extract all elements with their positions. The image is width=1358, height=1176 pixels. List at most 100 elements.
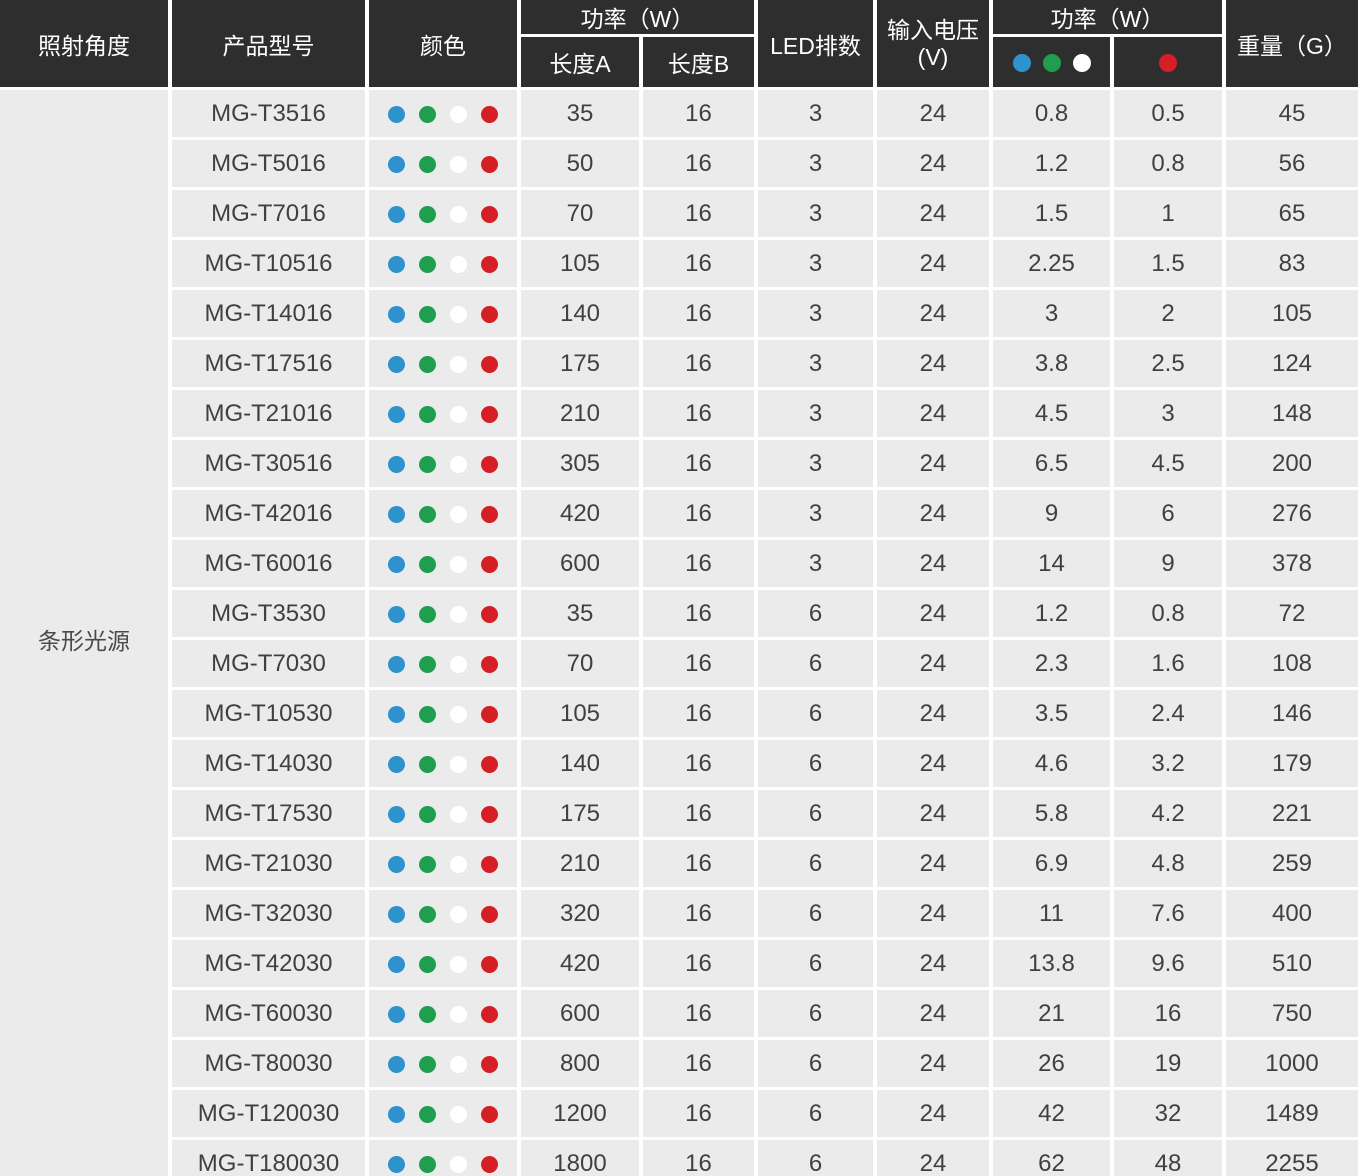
- cell-weight: 750: [1226, 990, 1358, 1037]
- green-dot-icon: [419, 455, 436, 473]
- cell-length-b: 16: [643, 240, 754, 287]
- cell-length-a: 50: [521, 140, 639, 187]
- header-length-b: 长度B: [643, 37, 754, 87]
- cell-color-dots: [369, 740, 517, 787]
- cell-length-a: 1200: [521, 1090, 639, 1137]
- cell-input-voltage: 24: [877, 140, 989, 187]
- blue-dot-icon: [388, 755, 405, 773]
- cell-led-rows: 6: [758, 1040, 873, 1087]
- red-dot-icon: [481, 755, 498, 773]
- white-dot-icon: [450, 155, 467, 173]
- cell-product-model: MG-T42016: [172, 490, 365, 537]
- cell-length-a: 210: [521, 390, 639, 437]
- red-dot-icon: [481, 505, 498, 523]
- green-dot-icon: [419, 555, 436, 573]
- header-input-voltage: 输入电压 (V): [877, 0, 989, 87]
- cell-weight: 45: [1226, 90, 1358, 137]
- cell-length-b: 16: [643, 990, 754, 1037]
- cell-length-b: 16: [643, 140, 754, 187]
- blue-dot-icon: [388, 405, 405, 423]
- cell-weight: 1489: [1226, 1090, 1358, 1137]
- blue-dot-icon: [388, 855, 405, 873]
- cell-length-a: 35: [521, 90, 639, 137]
- cell-length-b: 16: [643, 440, 754, 487]
- cell-length-b: 16: [643, 340, 754, 387]
- white-dot-icon: [450, 505, 467, 523]
- green-dot-icon: [419, 155, 436, 173]
- cell-weight: 259: [1226, 840, 1358, 887]
- cell-led-rows: 6: [758, 840, 873, 887]
- table-row: MG-T60030 600 16 6 24 21 16 750: [0, 990, 1358, 1037]
- cell-led-rows: 6: [758, 790, 873, 837]
- cell-length-b: 16: [643, 540, 754, 587]
- white-dot-icon: [450, 855, 467, 873]
- cell-length-a: 140: [521, 290, 639, 337]
- table-row: MG-T17516 175 16 3 24 3.8 2.5 124: [0, 340, 1358, 387]
- cell-power-red: 2: [1114, 290, 1222, 337]
- red-dot-icon: [481, 1055, 498, 1073]
- white-dot-icon: [450, 1155, 467, 1173]
- cell-length-a: 70: [521, 190, 639, 237]
- cell-input-voltage: 24: [877, 290, 989, 337]
- white-dot-icon: [450, 205, 467, 223]
- green-dot-icon: [419, 1055, 436, 1073]
- cell-led-rows: 3: [758, 190, 873, 237]
- green-dot-icon: [419, 955, 436, 973]
- cell-input-voltage: 24: [877, 490, 989, 537]
- cell-color-dots: [369, 590, 517, 637]
- white-dot-icon: [450, 705, 467, 723]
- cell-power-red: 48: [1114, 1140, 1222, 1176]
- red-dot-icon: [481, 405, 498, 423]
- cell-input-voltage: 24: [877, 890, 989, 937]
- table-row: MG-T42016 420 16 3 24 9 6 276: [0, 490, 1358, 537]
- table-row: MG-T3530 35 16 6 24 1.2 0.8 72: [0, 590, 1358, 637]
- cell-input-voltage: 24: [877, 940, 989, 987]
- cell-weight: 510: [1226, 940, 1358, 987]
- green-dot-icon: [419, 1155, 436, 1173]
- cell-power-bgw: 6.5: [993, 440, 1110, 487]
- white-dot-icon: [450, 305, 467, 323]
- blue-dot-icon: [1012, 54, 1031, 73]
- blue-dot-icon: [388, 605, 405, 623]
- cell-product-model: MG-T3530: [172, 590, 365, 637]
- cell-product-model: MG-T80030: [172, 1040, 365, 1087]
- blue-dot-icon: [388, 905, 405, 923]
- cell-color-dots: [369, 1140, 517, 1176]
- header-input-voltage-line1: 输入电压: [887, 16, 979, 43]
- table-body: 条形光源 MG-T3516 35 16 3 24 0.8 0.5 45 MG-T5…: [0, 90, 1358, 1176]
- cell-input-voltage: 24: [877, 640, 989, 687]
- cell-color-dots: [369, 340, 517, 387]
- cell-color-dots: [369, 390, 517, 437]
- cell-length-b: 16: [643, 790, 754, 837]
- cell-length-a: 105: [521, 690, 639, 737]
- cell-weight: 108: [1226, 640, 1358, 687]
- red-dot-icon: [481, 655, 498, 673]
- white-dot-icon: [450, 655, 467, 673]
- cell-length-a: 600: [521, 540, 639, 587]
- cell-product-model: MG-T7030: [172, 640, 365, 687]
- cell-weight: 83: [1226, 240, 1358, 287]
- cell-length-a: 140: [521, 740, 639, 787]
- cell-led-rows: 3: [758, 390, 873, 437]
- cell-color-dots: [369, 290, 517, 337]
- white-dot-icon: [450, 555, 467, 573]
- cell-power-bgw: 1.2: [993, 590, 1110, 637]
- table-row: MG-T32030 320 16 6 24 11 7.6 400: [0, 890, 1358, 937]
- cell-power-red: 3: [1114, 390, 1222, 437]
- cell-power-bgw: 3.8: [993, 340, 1110, 387]
- cell-input-voltage: 24: [877, 190, 989, 237]
- red-dot-icon: [481, 605, 498, 623]
- table-row: MG-T14016 140 16 3 24 3 2 105: [0, 290, 1358, 337]
- cell-color-dots: [369, 190, 517, 237]
- cell-power-bgw: 4.6: [993, 740, 1110, 787]
- red-dot-icon: [481, 455, 498, 473]
- cell-length-b: 16: [643, 1090, 754, 1137]
- cell-length-a: 320: [521, 890, 639, 937]
- white-dot-icon: [450, 1105, 467, 1123]
- green-dot-icon: [1042, 54, 1061, 73]
- cell-input-voltage: 24: [877, 690, 989, 737]
- cell-weight: 179: [1226, 740, 1358, 787]
- green-dot-icon: [419, 855, 436, 873]
- green-dot-icon: [419, 105, 436, 123]
